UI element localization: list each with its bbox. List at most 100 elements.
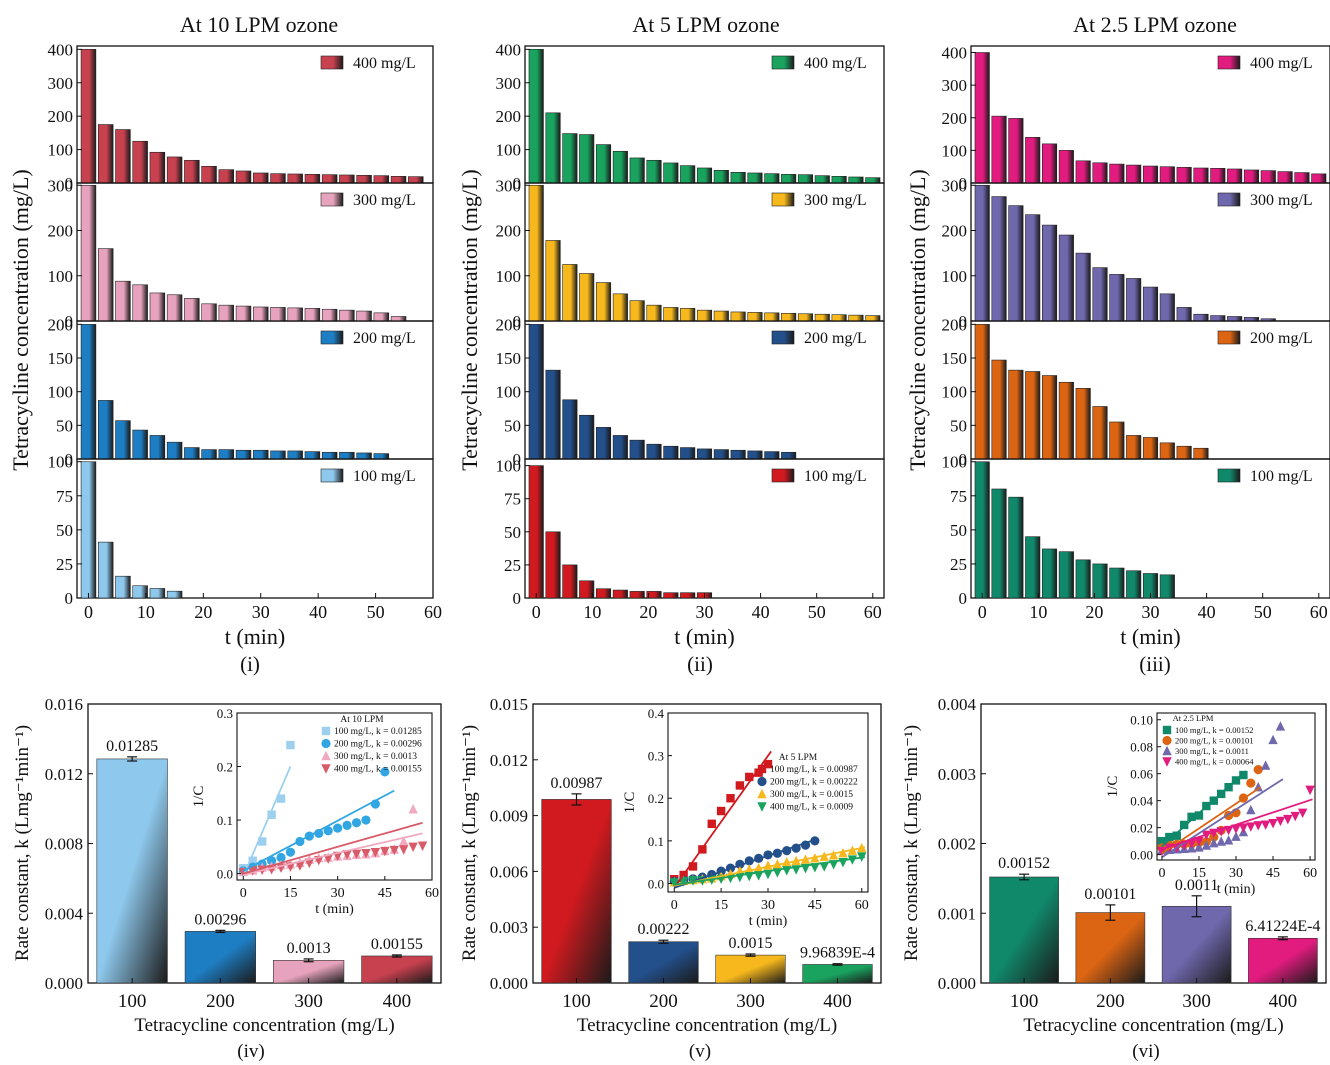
y-tick-label: 0.015 [490,695,528,714]
y-tick-label: 75 [504,490,521,509]
chart-title: At 5 LPM ozone [632,12,779,37]
subplot-200-mg-L: 0 50 100 150 200 200 mg/L [48,315,434,469]
subplot-400-mg-L: 0 100 200 300 400 400 mg/L [942,44,1330,193]
inset-y-tick-label: 0.02 [1130,821,1153,836]
x-tick-label: 300 [294,991,323,1012]
bar [235,449,252,460]
bar [218,304,234,322]
x-axis-label: Tetracycline concentration (mg/L) [577,1015,837,1036]
bar [1025,214,1041,322]
inset-legend-label: 400 mg/L, k = 0.00064 [1175,757,1254,767]
legend-label: 300 mg/L [353,192,416,209]
bar [713,449,729,460]
data-point [1223,835,1234,845]
y-axis-label: Rate constant, k (Lmg⁻¹min⁻¹) [901,725,922,961]
bar [149,435,166,460]
x-tick-label: 30 [1142,602,1160,622]
data-point [361,815,371,825]
data-point [1194,842,1204,852]
subplot-400-mg-L: 0 100 200 300 400 400 mg/L [496,40,885,193]
legend-swatch [320,55,344,70]
legend-swatch [1217,468,1241,483]
data-point [380,846,390,857]
x-tick-label: 10 [137,602,155,622]
bar [814,175,830,184]
data-point [1216,836,1226,846]
bar [201,303,217,322]
y-tick-label: 150 [942,349,968,368]
data-point [342,820,352,831]
subplot-300-mg-L: 0 100 200 300 300 mg/L [496,176,885,331]
bar [663,162,679,184]
panel-4-rate-constants: 0.012851000.002962000.00133000.001554000… [12,695,442,1062]
data-point [370,847,381,858]
data-point [417,841,428,851]
x-tick-label: 10 [1029,602,1047,622]
bar [848,314,864,322]
data-point [333,823,343,833]
bar [149,588,166,599]
data-point [1275,721,1286,731]
bar [1311,173,1327,184]
bar [579,580,595,599]
bar [595,144,612,184]
bar [629,300,645,322]
y-tick-label: 0.003 [490,918,528,937]
bar [115,280,131,322]
bar [595,282,612,322]
bar [80,49,97,184]
data-point [351,818,362,828]
inset-legend-label: 100 mg/L, k = 0.00152 [1175,725,1253,735]
inset-legend-label: 300 mg/L, k = 0.0011 [1175,746,1249,756]
bar [98,124,114,184]
legend-label: 100 mg/L [1250,468,1313,485]
bar [797,174,814,184]
bar [98,400,114,460]
y-tick-label: 100 [48,141,74,160]
data-point [1253,765,1263,775]
y-axis-label: Tetracycline concentration (mg/L) [457,169,482,470]
inset-title: At 2.5 LPM [1173,713,1214,723]
legend-label: 200 mg/L [353,330,416,347]
inset-y-tick-label: 0.4 [648,706,665,721]
panel-label: (iv) [237,1041,264,1062]
bar [663,307,679,322]
y-tick-label: 50 [504,523,521,542]
x-tick-label: 20 [1085,602,1103,622]
data-label: 0.00296 [194,911,246,928]
bar [646,443,662,460]
data-point [323,826,333,836]
x-tick-label: 300 [736,991,765,1012]
bar [747,450,763,460]
x-tick-label: 100 [1010,991,1039,1012]
bar [764,451,780,460]
legend-swatch [1217,330,1241,345]
bar [96,758,168,984]
y-tick-label: 0.008 [45,835,83,854]
x-tick-label: 100 [118,991,147,1012]
bar [991,115,1007,184]
inset-x-tick-label: 15 [283,886,297,901]
inset-x-tick-label: 30 [761,898,775,913]
y-tick-label: 0.003 [938,765,976,784]
bar [390,316,407,322]
legend-swatch [320,330,344,345]
inset-x-tick-label: 60 [425,886,439,901]
y-tick-label: 0.000 [490,974,528,993]
data-point [1162,725,1172,735]
data-label: 0.0015 [729,935,773,952]
data-point [1186,839,1197,849]
bar [528,49,544,184]
bar [629,157,645,184]
data-point [757,776,767,787]
bar [545,240,561,322]
x-tick-label: 200 [1096,991,1125,1012]
legend-swatch [320,468,344,483]
bar [321,174,338,184]
fit-line [1161,798,1313,851]
data-point [257,837,267,846]
x-tick-label: 40 [752,602,770,622]
data-point [1157,836,1167,846]
y-tick-label: 200 [496,222,522,241]
